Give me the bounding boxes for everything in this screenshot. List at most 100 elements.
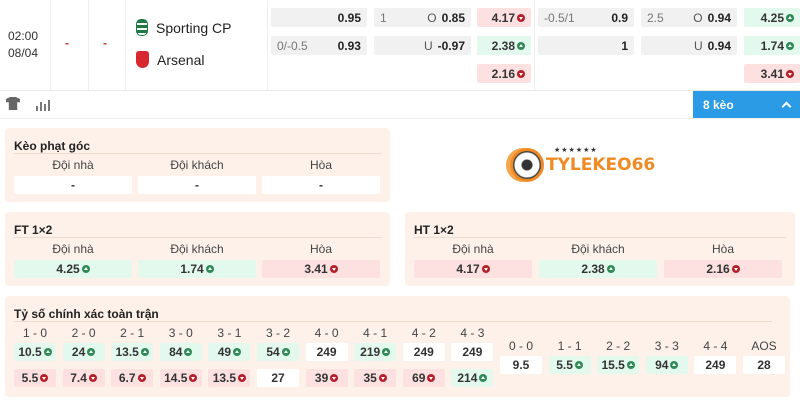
- odds-value: 15.5: [601, 358, 625, 372]
- odds-value: 2.38: [491, 38, 515, 53]
- odds-cell[interactable]: -: [138, 176, 256, 194]
- hdp-home-odds[interactable]: 0.95: [271, 8, 367, 27]
- draw-score-odds[interactable]: 28: [743, 356, 785, 374]
- score-label: 3 - 2: [265, 326, 290, 340]
- arrow-up-icon: [786, 13, 794, 22]
- away-score-odds[interactable]: 214: [451, 369, 494, 387]
- more-markets-button[interactable]: 8 kèo: [693, 91, 800, 118]
- home-score-odds[interactable]: 49: [208, 343, 251, 361]
- arrow-up-icon: [606, 265, 615, 273]
- stats-chart-icon[interactable]: [36, 98, 51, 111]
- home-score-odds[interactable]: 249: [451, 343, 494, 361]
- score-label: 4 - 0: [314, 326, 339, 340]
- away-score-odds[interactable]: 14.5: [159, 369, 202, 387]
- away-score-odds[interactable]: 39: [305, 369, 348, 387]
- away-score-odds[interactable]: 7.4: [62, 369, 105, 387]
- panel-title: HT 1×2: [414, 223, 454, 237]
- arrow-up-icon: [786, 41, 794, 50]
- shirt-icon[interactable]: [6, 97, 20, 110]
- ht-1x2-panel: HT 1×2 Đội nhà Đội khách Hòa 4.17 2.38 2.16: [405, 212, 795, 286]
- draw-score-odds[interactable]: 249: [694, 356, 737, 374]
- ft-1x2-odds[interactable]: 1.74: [744, 36, 800, 55]
- ft-1x2-odds[interactable]: 4.25: [744, 8, 800, 27]
- score-label: 4 - 2: [411, 326, 436, 340]
- away-score-odds[interactable]: 27: [257, 369, 299, 387]
- odds-cell[interactable]: 4.25: [14, 260, 132, 278]
- logo-text: TYLEKEO66: [546, 155, 656, 175]
- home-score-odds[interactable]: 54: [257, 343, 299, 361]
- panel-title: Tỷ số chính xác toàn trận: [14, 307, 159, 321]
- handicap-line: -0.5/1: [544, 10, 575, 25]
- ht-1x2-odds[interactable]: 2.16: [477, 64, 531, 83]
- home-team-name: Sporting CP: [156, 19, 232, 36]
- home-score-odds[interactable]: 13.5: [111, 343, 154, 361]
- home-score-odds[interactable]: 249: [305, 343, 348, 361]
- odds-cell[interactable]: 1.74: [138, 260, 256, 278]
- ht-1x2-odds[interactable]: 2.38: [477, 36, 531, 55]
- column-header: Hòa: [711, 242, 734, 256]
- arrow-down-icon: [40, 374, 49, 382]
- home-score-odds[interactable]: 10.5: [14, 343, 56, 361]
- home-score-odds[interactable]: 219: [354, 343, 397, 361]
- away-score-odds[interactable]: 5.5: [14, 369, 56, 387]
- arrow-up-icon: [479, 374, 488, 382]
- ou-over-odds[interactable]: 1 O 0.85: [374, 8, 471, 27]
- tylekeo66-logo: ★★★★★★ TYLEKEO66: [510, 147, 656, 182]
- column-header: Đội nhà: [452, 242, 494, 256]
- more-markets-label: 8 kèo: [703, 97, 734, 112]
- draw-score-odds[interactable]: 9.5: [500, 356, 542, 374]
- arrow-up-icon: [87, 348, 96, 356]
- odds-value: 10.5: [18, 345, 42, 359]
- odds-value: 3.41: [304, 262, 328, 276]
- away-score-odds[interactable]: 13.5: [208, 369, 251, 387]
- home-score-odds[interactable]: 249: [402, 343, 445, 361]
- odds-cell[interactable]: 4.17: [414, 260, 532, 278]
- arrow-up-icon: [670, 361, 679, 369]
- arrow-up-icon: [281, 348, 290, 356]
- away-score-odds[interactable]: 6.7: [111, 369, 154, 387]
- draw-score-odds[interactable]: 5.5: [548, 356, 591, 374]
- odds-cell[interactable]: 2.38: [539, 260, 657, 278]
- away-team[interactable]: Arsenal: [136, 51, 204, 68]
- ou-under-odds[interactable]: U -0.97: [374, 36, 471, 55]
- odds-value: 219: [360, 345, 381, 359]
- arrow-down-icon: [378, 374, 387, 382]
- ft-1x2-panel: FT 1×2 Đội nhà Đội khách Hòa 4.25 1.74 3.41: [5, 212, 390, 286]
- ou-side: U: [423, 38, 433, 53]
- draw-score-odds[interactable]: 94: [645, 356, 688, 374]
- odds-cell[interactable]: -: [14, 176, 132, 194]
- ou2-over-odds[interactable]: 2.5 O 0.94: [641, 8, 737, 27]
- home-score-odds[interactable]: 84: [159, 343, 202, 361]
- column-header: Hòa: [309, 242, 332, 256]
- odds-value: 2.38: [581, 262, 605, 276]
- arrow-up-icon: [205, 265, 214, 273]
- odds-value: 0.94: [707, 10, 731, 25]
- arrow-down-icon: [189, 374, 198, 382]
- away-score-odds[interactable]: 69: [402, 369, 445, 387]
- odds-value: 27: [271, 371, 285, 385]
- odds-cell[interactable]: 3.41: [262, 260, 380, 278]
- ht-1x2-odds[interactable]: 4.17: [477, 8, 531, 27]
- home-score-odds[interactable]: 24: [62, 343, 105, 361]
- draw-score-odds[interactable]: 15.5: [597, 356, 640, 374]
- hdp2-away-odds[interactable]: 1: [538, 36, 634, 55]
- correct-score-panel: Tỷ số chính xác toàn trận 1 - 0 10.5 5.5 2 …: [5, 296, 790, 397]
- arrow-down-icon: [517, 13, 525, 22]
- hdp-away-odds[interactable]: 0/-0.5 0.93: [271, 36, 367, 55]
- odds-cell[interactable]: 2.16: [664, 260, 782, 278]
- odds-value: 249: [413, 345, 434, 359]
- score-label: 3 - 1: [217, 326, 242, 340]
- score-ht: -: [65, 36, 69, 50]
- odds-value: 35: [363, 371, 377, 385]
- odds-value: 2.16: [706, 262, 730, 276]
- hdp2-home-odds[interactable]: -0.5/1 0.9: [538, 8, 634, 27]
- odds-value: 5.5: [21, 371, 39, 385]
- home-team[interactable]: Sporting CP: [136, 19, 231, 36]
- odds-cell[interactable]: -: [262, 176, 380, 194]
- odds-value: 5.5: [556, 358, 573, 372]
- away-score-odds[interactable]: 35: [354, 369, 397, 387]
- ft-1x2-odds[interactable]: 3.41: [744, 64, 800, 83]
- odds-value: 0.85: [441, 10, 465, 25]
- ou2-under-odds[interactable]: U 0.94: [641, 36, 737, 55]
- odds-value: -0.97: [437, 38, 465, 53]
